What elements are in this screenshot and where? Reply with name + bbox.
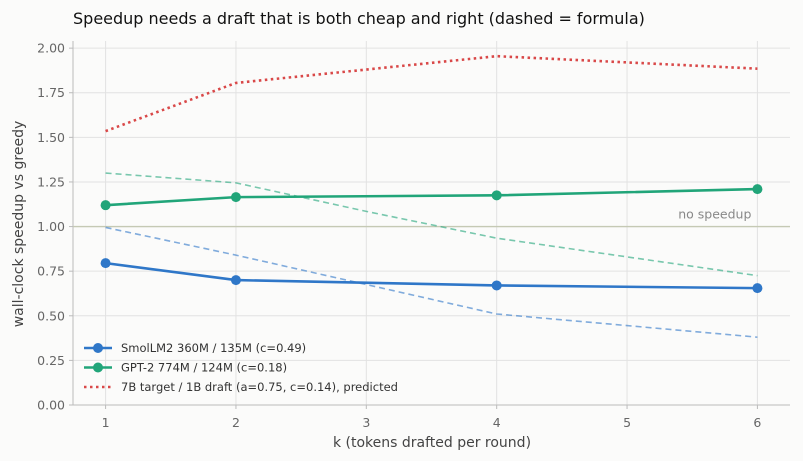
y-tick-label: 0.00 [37, 398, 65, 413]
x-axis-label: k (tokens drafted per round) [333, 435, 531, 451]
legend-label: GPT-2 774M / 124M (c=0.18) [121, 361, 287, 375]
data-point [230, 275, 241, 286]
series-line [105, 261, 758, 290]
legend-marker [93, 343, 103, 353]
predicted-dotted-line [105, 54, 758, 133]
y-tick-label: 1.50 [37, 130, 65, 145]
series-layer [100, 54, 763, 338]
data-point [100, 200, 111, 211]
y-tick-label: 0.50 [37, 308, 65, 323]
data-point [491, 190, 502, 201]
x-tick-label: 6 [753, 415, 761, 430]
data-point [100, 258, 111, 269]
formula-dashed-line [105, 226, 758, 338]
y-tick-label: 0.75 [37, 264, 65, 279]
x-tick-label: 1 [102, 415, 110, 430]
x-tick-label: 5 [623, 415, 631, 430]
legend-marker [93, 362, 103, 373]
reference-line-group: no speedup [73, 207, 790, 228]
y-tick-label: 0.25 [37, 353, 65, 368]
tick-labels: 1 2 3 4 5 6 0.00 0.25 0.50 0.75 1.00 1.25 1.50 1.75 2.… [37, 41, 761, 430]
legend: SmolLM2 360M / 135M (c=0.49) GPT-2 774M /… [84, 341, 398, 394]
axis-spines [72, 41, 790, 406]
no-speedup-label: no speedup [678, 207, 751, 222]
y-tick-label: 2.00 [37, 41, 65, 56]
y-tick-label: 1.00 [37, 219, 65, 234]
series-line [105, 187, 758, 207]
data-point [230, 192, 241, 203]
x-tick-label: 3 [362, 415, 370, 430]
y-axis-label: wall-clock speedup vs greedy [11, 121, 27, 328]
x-tick-label: 2 [232, 415, 240, 430]
legend-label: 7B target / 1B draft (a=0.75, c=0.14), p… [121, 380, 398, 394]
y-tick-label: 1.25 [37, 174, 65, 189]
x-tick-label: 4 [493, 415, 501, 430]
formula-dashed-line [105, 172, 758, 277]
legend-label: SmolLM2 360M / 135M (c=0.49) [121, 341, 306, 355]
chart-title: Speedup needs a draft that is both cheap… [73, 9, 645, 28]
data-point [752, 184, 763, 195]
data-point [491, 280, 502, 291]
data-point [752, 283, 763, 294]
y-tick-label: 1.75 [37, 85, 65, 100]
